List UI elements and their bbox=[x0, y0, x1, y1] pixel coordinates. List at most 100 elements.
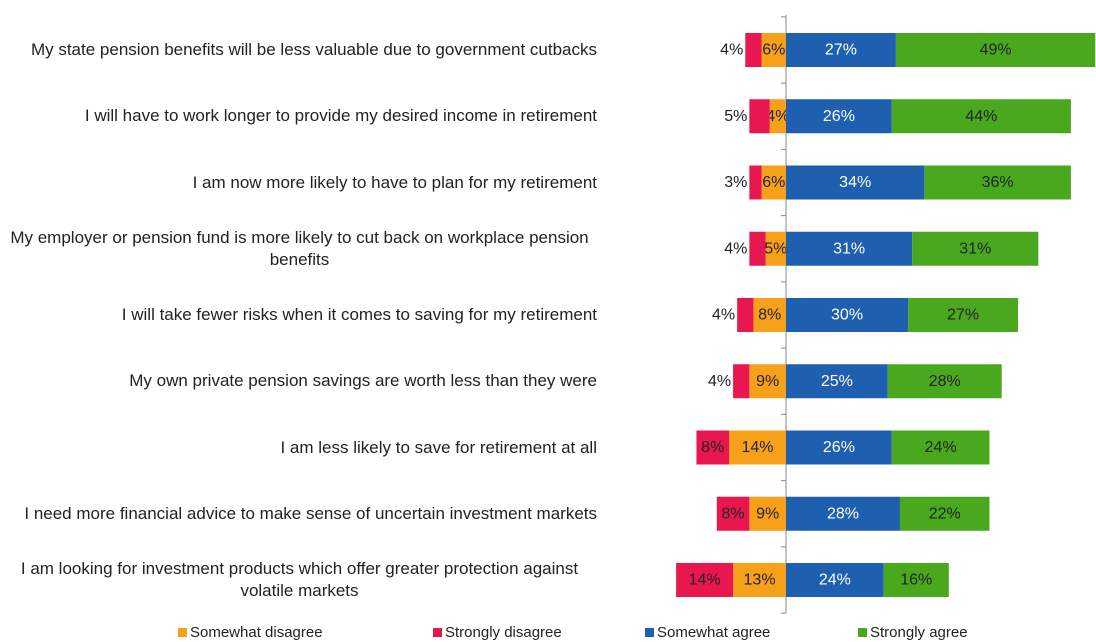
legend-item: Strongly agree bbox=[858, 624, 968, 641]
value-label: 49% bbox=[980, 42, 1012, 59]
legend-item: Strongly disagree bbox=[433, 624, 562, 641]
bar-segment bbox=[786, 33, 896, 67]
bar-segment bbox=[786, 99, 892, 134]
category-row: I am now more likely to have to plan for… bbox=[2, 153, 597, 213]
bar-segment bbox=[749, 99, 770, 134]
bar-segment bbox=[753, 298, 786, 332]
value-label: 30% bbox=[831, 307, 863, 324]
bar-segment bbox=[924, 165, 1071, 200]
value-label: 9% bbox=[756, 505, 779, 522]
bar-segment bbox=[786, 364, 888, 399]
value-label: 28% bbox=[827, 505, 859, 522]
bar-segment bbox=[786, 430, 892, 465]
bar-segment bbox=[883, 563, 949, 597]
value-label: 4% bbox=[766, 108, 789, 125]
value-label: 31% bbox=[833, 240, 865, 257]
bar-segment bbox=[786, 563, 884, 597]
bar-segment bbox=[887, 364, 1002, 399]
bar-segment bbox=[786, 496, 900, 531]
bar-segment bbox=[761, 33, 786, 67]
bar-segment bbox=[891, 430, 990, 465]
value-label: 24% bbox=[925, 439, 957, 456]
category-label: I need more financial advice to make sen… bbox=[24, 503, 597, 523]
bar-segment bbox=[716, 496, 750, 531]
value-label: 4% bbox=[712, 307, 735, 324]
category-label: I am looking for investment products whi… bbox=[20, 559, 579, 600]
value-label: 31% bbox=[959, 240, 991, 257]
value-label: 8% bbox=[722, 505, 745, 522]
value-label: 13% bbox=[744, 572, 776, 589]
bar-segment bbox=[761, 165, 786, 200]
bar-segment bbox=[749, 364, 786, 399]
category-row: I am less likely to save for retirement … bbox=[2, 418, 597, 478]
legend-label: Somewhat disagree bbox=[190, 624, 323, 641]
value-label: 28% bbox=[929, 373, 961, 390]
legend-swatch bbox=[178, 628, 187, 637]
category-label: I will have to work longer to provide my… bbox=[84, 106, 597, 126]
bar-segment bbox=[749, 165, 762, 200]
legend-label: Somewhat agree bbox=[657, 624, 771, 641]
bar-segment bbox=[765, 231, 786, 266]
legend-item: Somewhat disagree bbox=[178, 624, 323, 641]
bar-segment bbox=[733, 563, 786, 597]
bar-segment bbox=[729, 430, 786, 465]
bar-segment bbox=[895, 33, 1096, 67]
value-label: 4% bbox=[724, 240, 747, 257]
value-label: 8% bbox=[758, 307, 781, 324]
bar-segment bbox=[891, 99, 1071, 134]
value-label: 22% bbox=[929, 505, 961, 522]
value-label: 3% bbox=[724, 174, 747, 191]
bar-segment bbox=[696, 430, 730, 465]
value-label: 8% bbox=[701, 439, 724, 456]
category-row: My state pension benefits will be less v… bbox=[2, 20, 597, 80]
bar-segment bbox=[745, 33, 762, 67]
value-label: 14% bbox=[741, 439, 773, 456]
category-row: I will take fewer risks when it comes to… bbox=[2, 285, 597, 345]
value-label: 5% bbox=[764, 240, 787, 257]
legend-swatch bbox=[858, 628, 867, 637]
category-row: My own private pension savings are worth… bbox=[2, 351, 597, 411]
value-label: 4% bbox=[708, 373, 731, 390]
value-label: 24% bbox=[819, 572, 851, 589]
value-label: 34% bbox=[839, 174, 871, 191]
value-label: 44% bbox=[965, 108, 997, 125]
category-label: My own private pension savings are worth… bbox=[129, 371, 597, 391]
bar-segment bbox=[908, 298, 1018, 332]
value-label: 6% bbox=[762, 42, 785, 59]
category-row: I am looking for investment products whi… bbox=[2, 550, 597, 610]
category-row: My employer or pension fund is more like… bbox=[2, 219, 597, 279]
bar-segment bbox=[749, 231, 766, 266]
bar-segment bbox=[912, 231, 1039, 266]
bar-segment bbox=[899, 496, 990, 531]
value-label: 4% bbox=[720, 42, 743, 59]
value-label: 25% bbox=[821, 373, 853, 390]
category-label: I am now more likely to have to plan for… bbox=[192, 172, 597, 192]
bar-segment bbox=[749, 496, 786, 531]
value-label: 6% bbox=[762, 174, 785, 191]
bar-segment bbox=[676, 563, 734, 597]
bar-segment bbox=[737, 298, 754, 332]
value-label: 26% bbox=[823, 439, 855, 456]
bar-segment bbox=[786, 231, 913, 266]
category-label: I will take fewer risks when it comes to… bbox=[121, 305, 597, 324]
legend-label: Strongly disagree bbox=[445, 624, 562, 641]
category-row: I need more financial advice to make sen… bbox=[2, 484, 597, 544]
category-row: I will have to work longer to provide my… bbox=[2, 86, 597, 146]
category-label: I am less likely to save for retirement … bbox=[280, 437, 597, 457]
value-label: 5% bbox=[724, 108, 747, 125]
bar-segment bbox=[786, 298, 909, 332]
bar-segment bbox=[769, 99, 786, 134]
value-label: 9% bbox=[756, 373, 779, 390]
legend-swatch bbox=[645, 628, 654, 637]
value-label: 27% bbox=[947, 307, 979, 324]
value-label: 14% bbox=[689, 572, 721, 589]
value-label: 27% bbox=[825, 42, 857, 59]
category-label: My state pension benefits will be less v… bbox=[30, 40, 597, 59]
bar-segment bbox=[786, 165, 925, 200]
value-label: 26% bbox=[823, 108, 855, 125]
value-label: 36% bbox=[982, 174, 1014, 191]
legend-label: Strongly agree bbox=[870, 624, 968, 641]
legend-swatch bbox=[433, 628, 442, 637]
